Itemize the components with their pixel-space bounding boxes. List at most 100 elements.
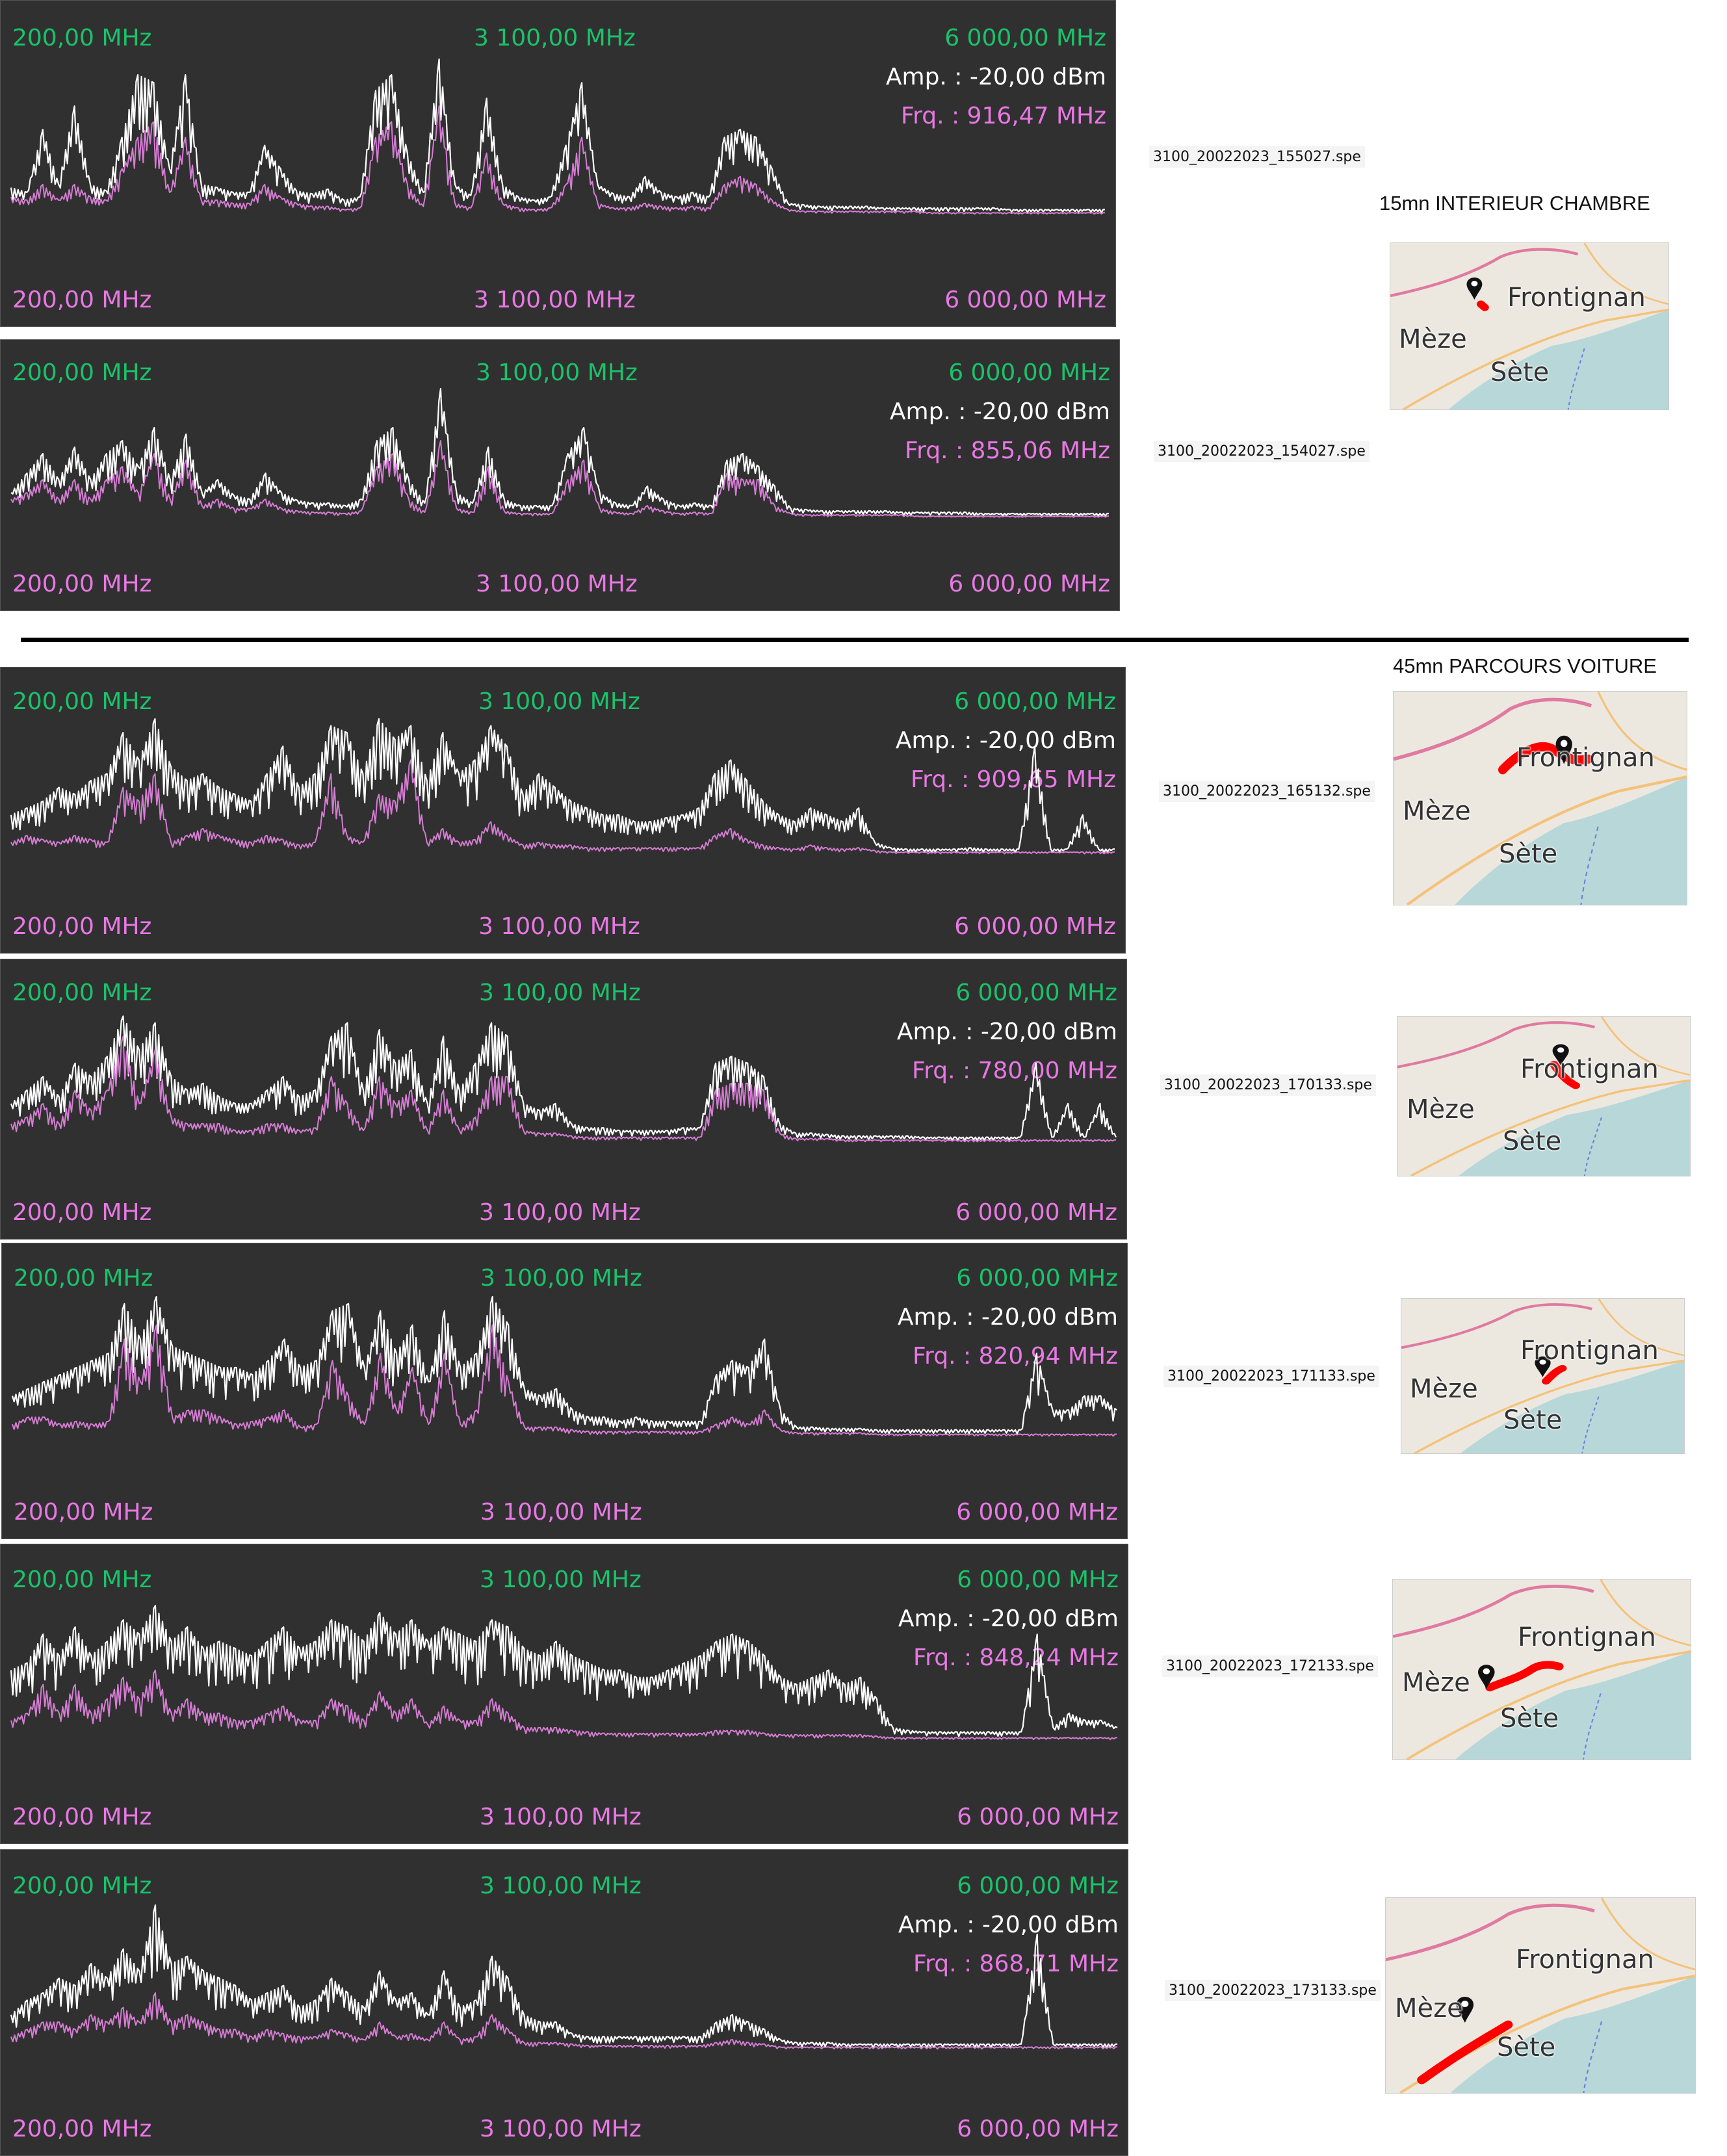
x-tick-top-mid: 3 100,00 MHz: [480, 1566, 642, 1593]
x-tick-bottom-start: 200,00 MHz: [12, 571, 152, 597]
x-tick-bottom-mid: 3 100,00 MHz: [479, 1199, 641, 1226]
x-tick-bottom-start: 200,00 MHz: [12, 1199, 152, 1226]
town-label-meze: Mèze: [1402, 1668, 1470, 1698]
x-tick-top-start: 200,00 MHz: [12, 980, 152, 1006]
map-canvas: [1397, 1017, 1690, 1176]
frequency-readout: Frq. : 868,71 MHz: [913, 1951, 1119, 1977]
route-trace: [1485, 1661, 1564, 1692]
spectrum-panel-7: 200,00 MHz 3 100,00 MHz 6 000,00 MHz Amp. :…: [0, 1849, 1128, 2156]
spectrum-plot: [10, 58, 1105, 215]
section-title-room: 15mn INTERIEUR CHAMBRE: [1379, 192, 1650, 214]
route-trace: [1498, 742, 1592, 775]
spectrum-plot: [10, 1605, 1118, 1741]
x-tick-bottom-start: 200,00 MHz: [14, 1499, 153, 1526]
map-thumbnail-5: Frontignan Mèze Sète: [1392, 1579, 1691, 1760]
map-canvas: [1394, 692, 1687, 905]
town-label-meze: Mèze: [1403, 796, 1471, 826]
max-hold-trace: [10, 58, 1105, 213]
max-hold-trace: [10, 1904, 1117, 2048]
x-tick-bottom-end: 6 000,00 MHz: [956, 1499, 1118, 1526]
x-tick-bottom-mid: 3 100,00 MHz: [474, 287, 636, 313]
x-tick-top-start: 200,00 MHz: [12, 359, 152, 386]
town-label-sete: Sète: [1503, 1405, 1563, 1435]
map-canvas: [1386, 1898, 1695, 2093]
x-tick-bottom-mid: 3 100,00 MHz: [476, 571, 638, 597]
town-label-sete: Sète: [1499, 839, 1558, 869]
x-tick-bottom-end: 6 000,00 MHz: [948, 571, 1110, 597]
file-label-2: 3100_20022023_154027.spe: [1154, 441, 1370, 462]
x-tick-bottom-start: 200,00 MHz: [12, 1804, 152, 1830]
spectrum-panel-5: 200,00 MHz 3 100,00 MHz 6 000,00 MHz Amp. :…: [1, 1243, 1128, 1539]
route-trace: [1417, 2020, 1513, 2085]
frequency-readout: Frq. : 820,94 MHz: [912, 1343, 1118, 1370]
x-tick-top-mid: 3 100,00 MHz: [476, 359, 638, 386]
x-tick-bottom-mid: 3 100,00 MHz: [480, 2116, 642, 2142]
x-tick-top-end: 6 000,00 MHz: [955, 980, 1117, 1006]
map-thumbnail-6: Frontignan Mèze Sète: [1385, 1897, 1696, 2094]
amplitude-readout: Amp. : -20,00 dBm: [895, 727, 1116, 754]
spectrum-plot: [10, 1015, 1117, 1143]
file-label-3: 3100_20022023_165132.spe: [1159, 781, 1375, 802]
map-pin-icon: [1466, 277, 1483, 300]
amplitude-readout: Amp. : -20,00 dBm: [898, 1912, 1119, 1938]
file-label-1: 3100_20022023_155027.spe: [1149, 146, 1365, 168]
map-pin-icon: [1555, 735, 1572, 764]
spectrum-panel-2: 200,00 MHz 3 100,00 MHz 6 000,00 MHz Amp. :…: [0, 339, 1120, 611]
map-canvas: [1401, 1299, 1684, 1453]
x-tick-top-start: 200,00 MHz: [12, 688, 152, 715]
map-thumbnail-1: Frontignan Mèze Sète: [1390, 242, 1669, 410]
live-trace: [10, 440, 1109, 518]
x-tick-top-mid: 3 100,00 MHz: [480, 1873, 642, 1899]
x-tick-top-start: 200,00 MHz: [12, 25, 152, 51]
max-hold-trace: [11, 1295, 1117, 1435]
town-label-frontignan: Frontignan: [1516, 1945, 1654, 1975]
spectrum-plot: [10, 718, 1115, 855]
x-tick-top-start: 200,00 MHz: [14, 1265, 153, 1292]
town-label-frontignan: Frontignan: [1516, 743, 1655, 773]
map-pin-icon: [1552, 1044, 1569, 1066]
town-label-frontignan: Frontignan: [1507, 283, 1646, 313]
map-canvas: [1393, 1579, 1691, 1760]
spectrum-plot: [10, 387, 1109, 518]
map-pin-icon: [1535, 1356, 1551, 1377]
x-tick-bottom-end: 6 000,00 MHz: [944, 287, 1106, 313]
town-label-frontignan: Frontignan: [1520, 1054, 1659, 1084]
frequency-readout: Frq. : 780,00 MHz: [911, 1058, 1117, 1084]
town-label-frontignan: Frontignan: [1520, 1336, 1659, 1366]
town-label-sete: Sète: [1500, 1704, 1559, 1734]
x-tick-bottom-start: 200,00 MHz: [12, 913, 152, 940]
x-tick-top-mid: 3 100,00 MHz: [479, 980, 641, 1006]
x-tick-top-end: 6 000,00 MHz: [957, 1566, 1119, 1593]
route-trace: [1549, 1061, 1580, 1089]
max-hold-trace: [10, 1605, 1118, 1737]
spectrum-panel-4: 200,00 MHz 3 100,00 MHz 6 000,00 MHz Amp. :…: [0, 959, 1127, 1240]
town-label-meze: Mèze: [1407, 1095, 1475, 1124]
town-label-meze: Mèze: [1410, 1374, 1478, 1404]
frequency-readout: Frq. : 909,65 MHz: [910, 766, 1116, 793]
map-pin-icon: [1456, 1997, 1474, 2023]
section-title-car: 45mn PARCOURS VOITURE: [1393, 655, 1657, 677]
x-tick-top-mid: 3 100,00 MHz: [480, 1265, 642, 1292]
x-tick-top-start: 200,00 MHz: [12, 1566, 152, 1593]
town-label-meze: Mèze: [1395, 1994, 1463, 2023]
frequency-readout: Frq. : 848,24 MHz: [913, 1644, 1119, 1671]
max-hold-trace: [10, 387, 1109, 517]
spectrum-plot: [10, 1904, 1117, 2050]
x-tick-top-mid: 3 100,00 MHz: [474, 25, 636, 51]
x-tick-bottom-start: 200,00 MHz: [12, 287, 152, 313]
spectrum-panel-1: 200,00 MHz 3 100,00 MHz 6 000,00 MHz Amp. :…: [0, 0, 1116, 327]
max-hold-trace: [10, 1015, 1117, 1141]
file-label-5: 3100_20022023_171133.spe: [1163, 1366, 1379, 1387]
x-tick-bottom-end: 6 000,00 MHz: [955, 1199, 1117, 1226]
max-hold-trace: [10, 718, 1115, 853]
x-tick-top-end: 6 000,00 MHz: [954, 688, 1116, 715]
file-label-7: 3100_20022023_173133.spe: [1165, 1980, 1381, 2001]
town-label-meze: Mèze: [1399, 324, 1467, 354]
x-tick-top-end: 6 000,00 MHz: [956, 1265, 1118, 1292]
town-label-sete: Sète: [1490, 357, 1550, 387]
live-trace: [10, 1669, 1117, 1741]
x-tick-top-mid: 3 100,00 MHz: [478, 688, 640, 715]
file-label-4: 3100_20022023_170133.spe: [1160, 1074, 1376, 1096]
route-trace: [1541, 1364, 1567, 1385]
route-trace: [1476, 300, 1489, 311]
